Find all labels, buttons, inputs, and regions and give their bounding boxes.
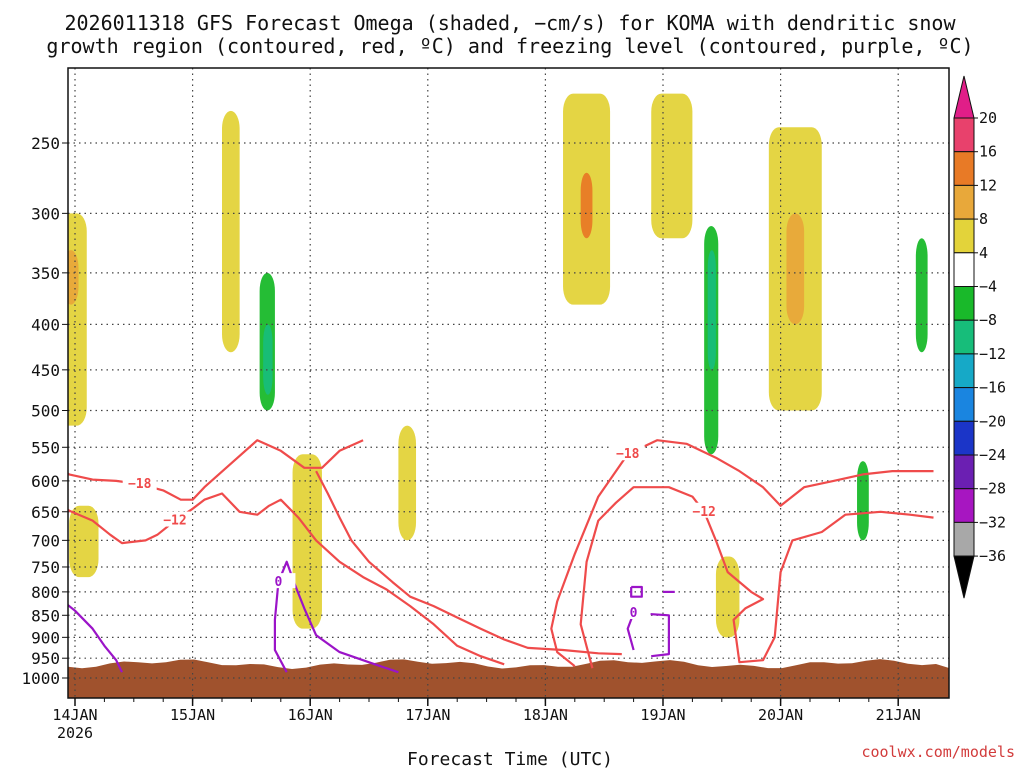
colorbar-level-label-10: −24 — [979, 446, 1006, 464]
x-tick-label-2: 16JAN — [288, 706, 333, 724]
omega-region-1 — [69, 505, 99, 578]
colorbar-swatch-7 — [953, 353, 975, 389]
contour-layer: −18 −18 −12 −12 0 0 — [68, 439, 934, 674]
y-tick-label-900: 900 — [31, 628, 60, 647]
y-tick-label-450: 450 — [31, 361, 60, 380]
colorbar-bottom-arrow — [953, 555, 975, 599]
freezing-contour-3 — [630, 585, 643, 598]
y-tick-label-850: 850 — [31, 606, 60, 625]
y-tick-label-300: 300 — [31, 204, 60, 223]
colorbar-legend: 20 16 12 8 4 −4 −8 −12 −16 −20 −24 −28 −32 −36 — [953, 75, 1006, 599]
x-tick-label-0: 14JAN — [52, 706, 97, 724]
colorbar-swatch-9 — [953, 420, 975, 456]
y-tick-label-650: 650 — [31, 503, 60, 522]
colorbar-swatch-1 — [953, 151, 975, 186]
colorbar-top-arrow — [953, 75, 975, 119]
freezing-contour-2 — [626, 611, 670, 658]
axis-ticks-layer: 250 300 350 400 450 500 550 600 650 700 750 800 850 9… — [21, 134, 920, 742]
dgz-contour-label-bg-4 — [687, 502, 722, 518]
colorbar-level-label-7: −12 — [979, 345, 1006, 363]
y-tick-label-550: 550 — [31, 438, 60, 457]
colorbar-level-label-13: −36 — [979, 547, 1006, 565]
y-tick-label-250: 250 — [31, 134, 60, 153]
colorbar-level-label-9: −20 — [979, 412, 1006, 430]
colorbar-swatch-8 — [953, 387, 975, 422]
plot-frame — [67, 67, 950, 699]
x-tick-label-5: 19JAN — [640, 706, 685, 724]
colorbar-level-label-5: −4 — [979, 278, 997, 296]
dgz-contour-label-3: −12 — [163, 514, 186, 529]
x-tick-sublabel-0: 2026 — [57, 724, 93, 742]
y-tick-label-700: 700 — [31, 531, 60, 550]
colorbar-level-label-0: 20 — [979, 109, 997, 127]
omega-region-11 — [580, 172, 593, 239]
colorbar-swatch-10 — [953, 454, 975, 490]
dgz-contour-label-bg-0 — [122, 475, 157, 491]
colorbar-swatch-3 — [953, 218, 975, 254]
grid-layer — [68, 68, 949, 698]
chart-title-line1: 2026011318 GFS Forecast Omega (shaded, −… — [64, 11, 956, 35]
y-tick-label-1000: 1000 — [21, 669, 60, 688]
dgz-contour-1 — [315, 470, 622, 656]
dgz-contour-label-2: −18 — [616, 447, 640, 462]
dgz-contour-3 — [68, 492, 505, 666]
colorbar-swatch-5 — [953, 286, 975, 321]
omega-region-4 — [398, 425, 417, 541]
colorbar-level-label-6: −8 — [979, 311, 997, 329]
colorbar-level-label-2: 12 — [979, 176, 997, 194]
freezing-contour-0 — [68, 603, 123, 673]
dgz-contour-4 — [579, 486, 934, 669]
colorbar-swatch-4 — [953, 252, 975, 288]
y-tick-label-350: 350 — [31, 264, 60, 283]
omega-region-9 — [68, 250, 79, 305]
dgz-contour-label-bg-2 — [610, 445, 645, 461]
dgz-contour-2 — [550, 439, 934, 668]
y-tick-label-400: 400 — [31, 315, 60, 334]
freezing-contour-label-bg-2 — [616, 604, 651, 620]
y-tick-label-600: 600 — [31, 472, 60, 491]
colorbar-swatch-6 — [953, 319, 975, 355]
omega-region-18 — [707, 250, 716, 370]
omega-region-8 — [715, 556, 740, 638]
dgz-contour-label-4: −12 — [692, 505, 715, 520]
colorbar-swatch-12 — [953, 521, 975, 557]
colorbar-swatch-11 — [953, 488, 975, 523]
x-tick-label-1: 15JAN — [170, 706, 215, 724]
x-tick-label-3: 17JAN — [405, 706, 450, 724]
dgz-contour-label-bg-3 — [157, 511, 192, 527]
dgz-contour-label-0: −18 — [128, 477, 152, 492]
freezing-contour-label-bg-1 — [261, 573, 296, 589]
y-tick-label-950: 950 — [31, 649, 60, 668]
colorbar-level-label-12: −32 — [979, 513, 1006, 531]
omega-region-10 — [786, 213, 805, 325]
colorbar-level-label-11: −28 — [979, 480, 1006, 498]
colorbar-level-label-1: 16 — [979, 143, 997, 161]
dgz-contour-0 — [68, 439, 364, 501]
colorbar-swatch-0 — [953, 117, 975, 153]
colorbar-swatch-2 — [953, 184, 975, 220]
omega-region-16 — [915, 238, 928, 353]
x-tick-label-6: 20JAN — [758, 706, 803, 724]
omega-region-2 — [222, 110, 240, 353]
chart-title-line2: growth region (contoured, red, ºC) and f… — [46, 34, 973, 58]
omega-region-17 — [263, 324, 273, 395]
freezing-contour-label-2: 0 — [630, 606, 638, 621]
omega-region-6 — [651, 93, 693, 239]
omega-shading-layer — [68, 93, 928, 638]
y-tick-label-800: 800 — [31, 583, 60, 602]
x-tick-label-4: 18JAN — [523, 706, 568, 724]
x-axis-title: Forecast Time (UTC) — [407, 749, 613, 768]
y-tick-label-750: 750 — [31, 558, 60, 577]
colorbar-level-label-8: −16 — [979, 379, 1006, 397]
credit-text[interactable]: coolwx.com/models — [861, 743, 1015, 761]
colorbar-level-label-4: 4 — [979, 244, 988, 262]
x-tick-label-7: 21JAN — [876, 706, 921, 724]
omega-region-3 — [292, 454, 322, 629]
y-tick-label-500: 500 — [31, 402, 60, 421]
freezing-contour-label-1: 0 — [275, 575, 283, 590]
colorbar-level-label-3: 8 — [979, 210, 988, 228]
